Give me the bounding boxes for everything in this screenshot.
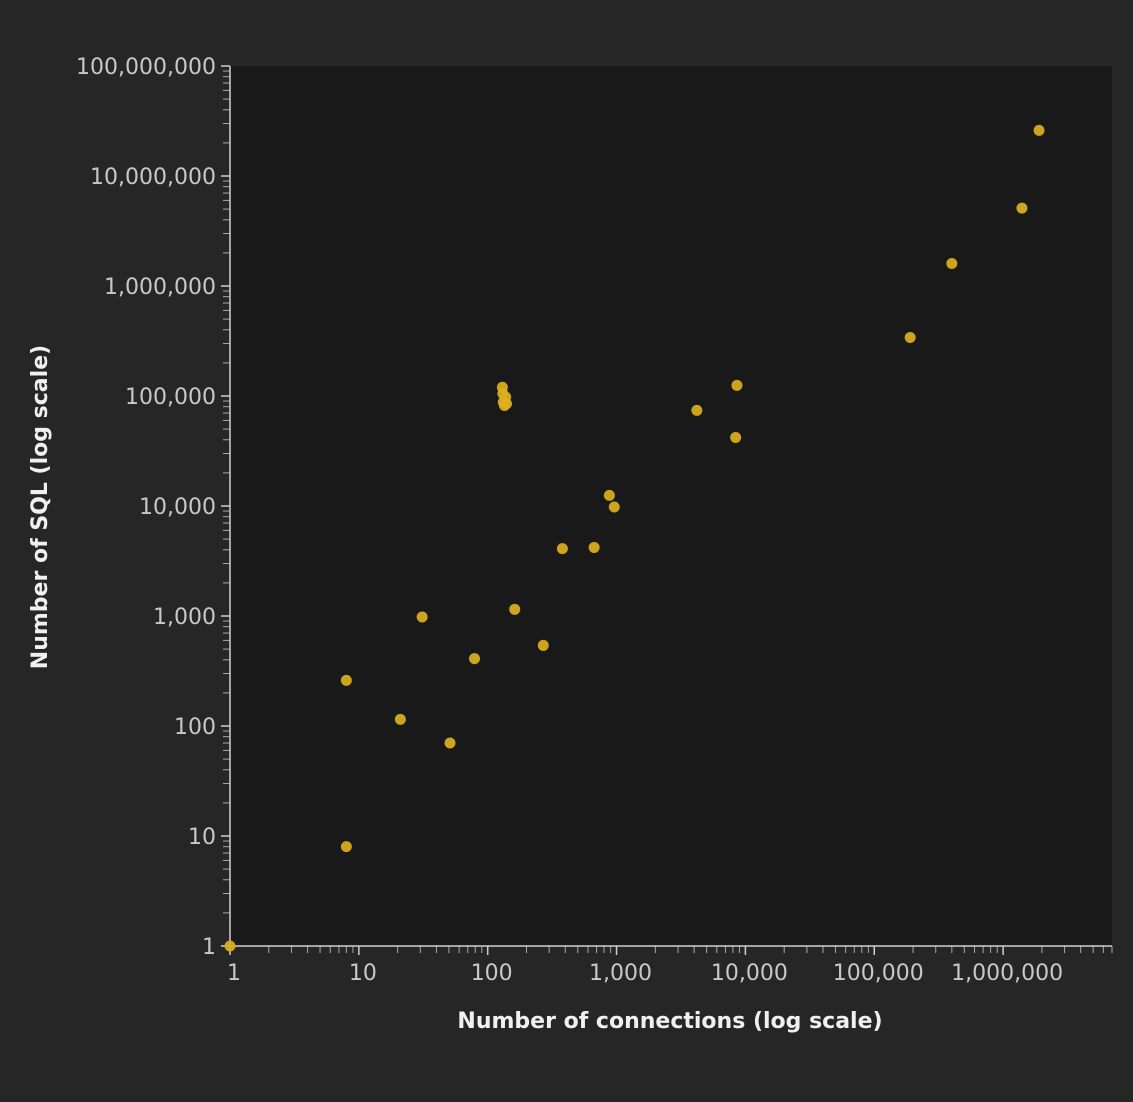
- data-point: [509, 603, 521, 615]
- data-point: [416, 611, 428, 623]
- x-tick-label: 100,000: [833, 961, 924, 986]
- x-tick-label: 10,000: [711, 961, 788, 986]
- data-point: [537, 639, 549, 651]
- x-tick-label: 10: [349, 961, 377, 986]
- data-point: [1033, 124, 1045, 136]
- data-point: [946, 258, 958, 270]
- y-tick-label: 100,000: [125, 385, 216, 410]
- x-tick-label: 1,000: [589, 961, 652, 986]
- y-tick-label: 1,000: [153, 605, 216, 630]
- y-tick-label: 10,000: [139, 495, 216, 520]
- x-axis: 1 10 100 1,000 10,000 100,000 1,000,000: [227, 945, 1112, 986]
- y-tick-label: 10: [188, 825, 216, 850]
- plot-area: [230, 66, 1112, 946]
- data-point: [691, 404, 703, 416]
- x-tick-label: 1,000,000: [951, 961, 1063, 986]
- y-tick-label: 1,000,000: [104, 275, 216, 300]
- data-point: [588, 541, 600, 553]
- data-point: [501, 398, 513, 410]
- y-tick-label: 1: [202, 935, 216, 960]
- data-point: [394, 713, 406, 725]
- data-point: [731, 379, 743, 391]
- minor-ticks: [223, 70, 1113, 953]
- data-point: [603, 489, 615, 501]
- y-tick-label: 100: [174, 715, 216, 740]
- x-axis-title: Number of connections (log scale): [457, 1009, 882, 1034]
- data-point: [224, 940, 236, 952]
- y-axis: 1 10 100 1,000 10,000 100,000 1,000,000 10,000,…: [76, 55, 231, 960]
- data-point: [904, 332, 916, 344]
- x-tick-label: 100: [471, 961, 513, 986]
- data-point: [469, 653, 481, 665]
- x-tick-label: 1: [227, 961, 241, 986]
- data-point: [556, 543, 568, 555]
- y-tick-label: 10,000,000: [90, 165, 216, 190]
- data-point: [444, 737, 456, 749]
- data-point: [608, 501, 620, 513]
- data-point: [340, 841, 352, 853]
- data-point: [340, 674, 352, 686]
- data-point: [730, 431, 742, 443]
- y-tick-label: 100,000,000: [76, 55, 216, 80]
- data-points: [224, 124, 1045, 952]
- data-point: [1016, 202, 1028, 214]
- y-axis-title: Number of SQL (log scale): [28, 345, 53, 669]
